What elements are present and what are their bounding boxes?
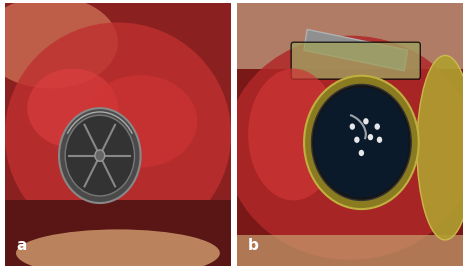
- Bar: [5, 200, 231, 266]
- Bar: [237, 235, 463, 266]
- Circle shape: [377, 137, 382, 143]
- Bar: [237, 3, 463, 69]
- Circle shape: [65, 115, 134, 196]
- Circle shape: [95, 150, 105, 161]
- Ellipse shape: [16, 229, 220, 269]
- Ellipse shape: [27, 69, 118, 148]
- Ellipse shape: [0, 0, 118, 88]
- Circle shape: [358, 150, 364, 156]
- FancyBboxPatch shape: [291, 42, 420, 79]
- Ellipse shape: [84, 75, 197, 167]
- Ellipse shape: [226, 36, 468, 260]
- Ellipse shape: [248, 69, 339, 200]
- Ellipse shape: [5, 23, 231, 246]
- Circle shape: [314, 87, 409, 197]
- Circle shape: [312, 84, 411, 200]
- Circle shape: [59, 108, 140, 203]
- Circle shape: [363, 118, 369, 125]
- Bar: [304, 30, 408, 71]
- Text: b: b: [248, 238, 259, 253]
- Circle shape: [374, 123, 380, 130]
- Text: a: a: [16, 238, 26, 253]
- Circle shape: [368, 134, 373, 140]
- Circle shape: [350, 123, 355, 130]
- Ellipse shape: [417, 55, 468, 240]
- Circle shape: [354, 137, 359, 143]
- Circle shape: [304, 76, 419, 209]
